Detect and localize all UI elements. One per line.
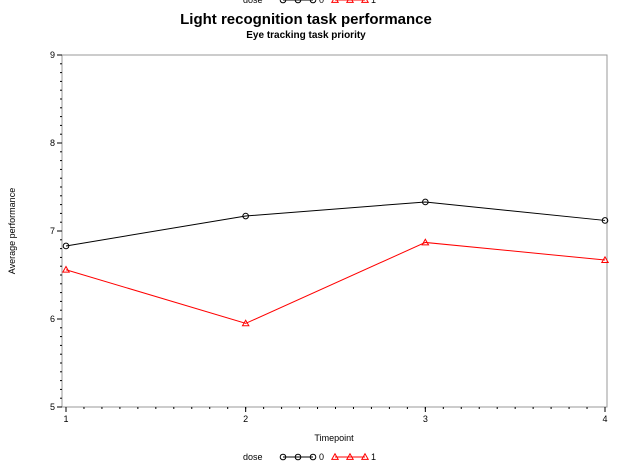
legend-marker: [309, 0, 317, 4]
legend-marker: [294, 0, 302, 4]
data-point: [601, 217, 609, 224]
legend-title: dose: [243, 0, 263, 5]
legend-title: dose: [243, 452, 263, 462]
legend-marker: [309, 453, 317, 461]
x-tick-label: 2: [243, 414, 248, 424]
series-0: [62, 198, 609, 250]
data-point: [421, 238, 430, 246]
y-axis-label: Average performance: [7, 188, 17, 274]
x-axis-label: Timepoint: [314, 433, 354, 443]
legend-marker: [279, 453, 287, 461]
data-point: [422, 198, 429, 206]
y-tick-label: 9: [50, 50, 55, 60]
x-tick-label: 3: [423, 414, 428, 424]
legend-label: 0: [319, 0, 324, 5]
legend-marker: [345, 452, 355, 460]
y-tick-label: 7: [50, 226, 55, 236]
y-tick-label: 6: [50, 314, 55, 324]
x-tick-label: 4: [602, 414, 607, 424]
series-line: [65, 201, 606, 247]
y-tick-label: 8: [50, 138, 55, 148]
plot-frame: [61, 54, 608, 408]
legend: dose 0 1: [243, 452, 376, 462]
legend-marker: [330, 452, 340, 460]
x-axis: 1 2 3 4: [63, 407, 608, 424]
legend-top-fragment: dose 0 1: [243, 0, 376, 5]
legend-marker: [330, 0, 340, 3]
series-line: [65, 241, 606, 324]
legend-marker: [360, 0, 370, 3]
data-point: [62, 242, 70, 250]
series-layer: [61, 198, 610, 327]
data-point: [242, 212, 249, 220]
series-1: [61, 238, 610, 327]
legend-label: 1: [371, 0, 376, 5]
legend-label: 0: [319, 452, 324, 462]
chart-title: Light recognition task performance: [180, 11, 432, 28]
y-axis: 5 6 7 8 9: [50, 50, 62, 412]
y-tick-label: 5: [50, 402, 55, 412]
legend-marker: [279, 0, 287, 4]
legend-marker: [345, 0, 355, 3]
x-tick-label: 1: [63, 414, 68, 424]
data-point: [61, 265, 71, 273]
data-point: [241, 319, 250, 327]
legend-marker: [360, 452, 370, 460]
data-point: [600, 255, 610, 263]
chart-subtitle: Eye tracking task priority: [246, 30, 366, 41]
legend-label: 1: [371, 452, 376, 462]
legend-marker: [294, 453, 302, 461]
